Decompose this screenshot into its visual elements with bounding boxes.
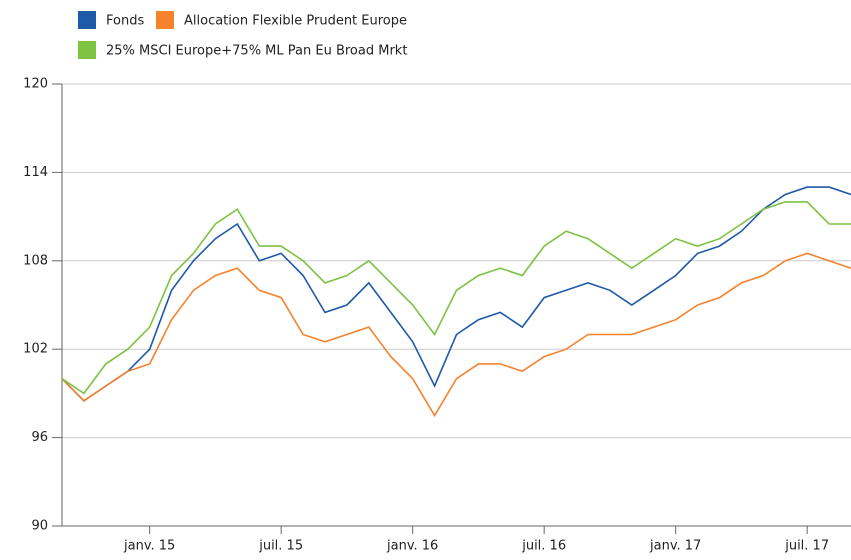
legend-label: Fonds bbox=[106, 14, 144, 29]
y-tick-label: 90 bbox=[31, 519, 48, 534]
y-tick-label: 120 bbox=[23, 77, 48, 92]
x-tick-label: janv. 15 bbox=[123, 539, 175, 554]
legend-swatch bbox=[156, 11, 174, 29]
y-tick-label: 96 bbox=[31, 430, 48, 445]
x-tick-label: juil. 17 bbox=[784, 539, 829, 554]
legend-swatch bbox=[78, 41, 96, 59]
x-tick-label: juil. 16 bbox=[521, 539, 566, 554]
series-line bbox=[61, 252, 851, 418]
legend-label: 25% MSCI Europe+75% ML Pan Eu Broad Mrkt bbox=[106, 44, 407, 59]
legend-swatch bbox=[78, 11, 96, 29]
x-tick-label: janv. 17 bbox=[649, 539, 701, 554]
y-tick-label: 108 bbox=[23, 253, 48, 268]
x-tick-label: juil. 15 bbox=[258, 539, 303, 554]
x-tick-label: janv. 16 bbox=[386, 539, 438, 554]
y-tick-label: 102 bbox=[23, 342, 48, 357]
series-line bbox=[61, 186, 851, 402]
y-tick-label: 114 bbox=[23, 165, 48, 180]
series-line bbox=[61, 201, 851, 395]
legend-label: Allocation Flexible Prudent Europe bbox=[184, 14, 407, 29]
